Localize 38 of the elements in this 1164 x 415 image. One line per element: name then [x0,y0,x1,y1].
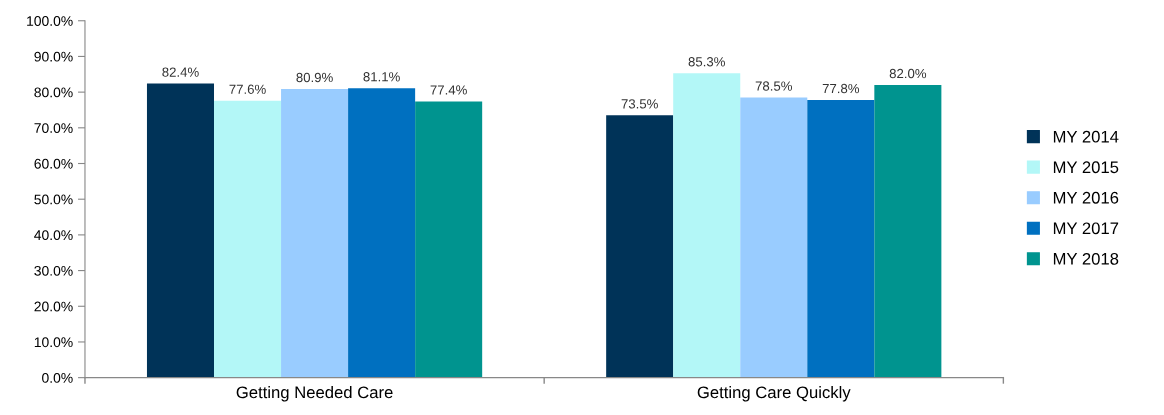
data-label: 77.4% [430,85,467,95]
bar [281,88,349,378]
x-tick-label: Getting Needed Care [236,385,393,402]
y-tick-label: 80.0% [34,87,73,98]
legend-label: MY 2018 [1053,252,1119,265]
bar [673,73,741,378]
y-tick-label: 0.0% [42,372,73,383]
bar [606,115,674,378]
y-tick-label: 60.0% [34,158,73,169]
bar [146,83,215,378]
data-label: 82.0% [889,68,927,79]
data-label: 77.8% [822,83,860,94]
y-tick-label: 40.0% [34,230,73,241]
y-tick-label: 90.0% [34,51,73,62]
legend-label: MY 2016 [1053,191,1119,204]
bar [348,88,416,378]
data-label: 85.3% [688,57,725,67]
data-label: 78.5% [755,81,793,91]
y-tick-label: 50.0% [34,194,73,205]
data-label: 77.6% [229,84,266,94]
data-label: 81.1% [363,72,400,82]
legend-label: MY 2017 [1053,222,1119,235]
data-label: 73.5% [621,99,658,109]
bar [807,99,875,378]
bar [740,97,808,378]
y-tick-label: 100.0% [27,16,73,26]
y-tick-label: 70.0% [34,123,73,133]
bar [214,100,282,378]
data-label: 82.4% [162,67,199,77]
data-label: 80.9% [296,72,333,83]
bar [415,101,483,378]
legend-label: MY 2015 [1053,161,1119,174]
y-tick-label: 10.0% [34,337,73,348]
bar [874,84,942,378]
y-tick-label: 30.0% [34,265,73,276]
x-tick-label: Getting Care Quickly [697,385,851,402]
legend-label: MY 2014 [1053,130,1119,143]
y-tick-label: 20.0% [34,301,73,312]
